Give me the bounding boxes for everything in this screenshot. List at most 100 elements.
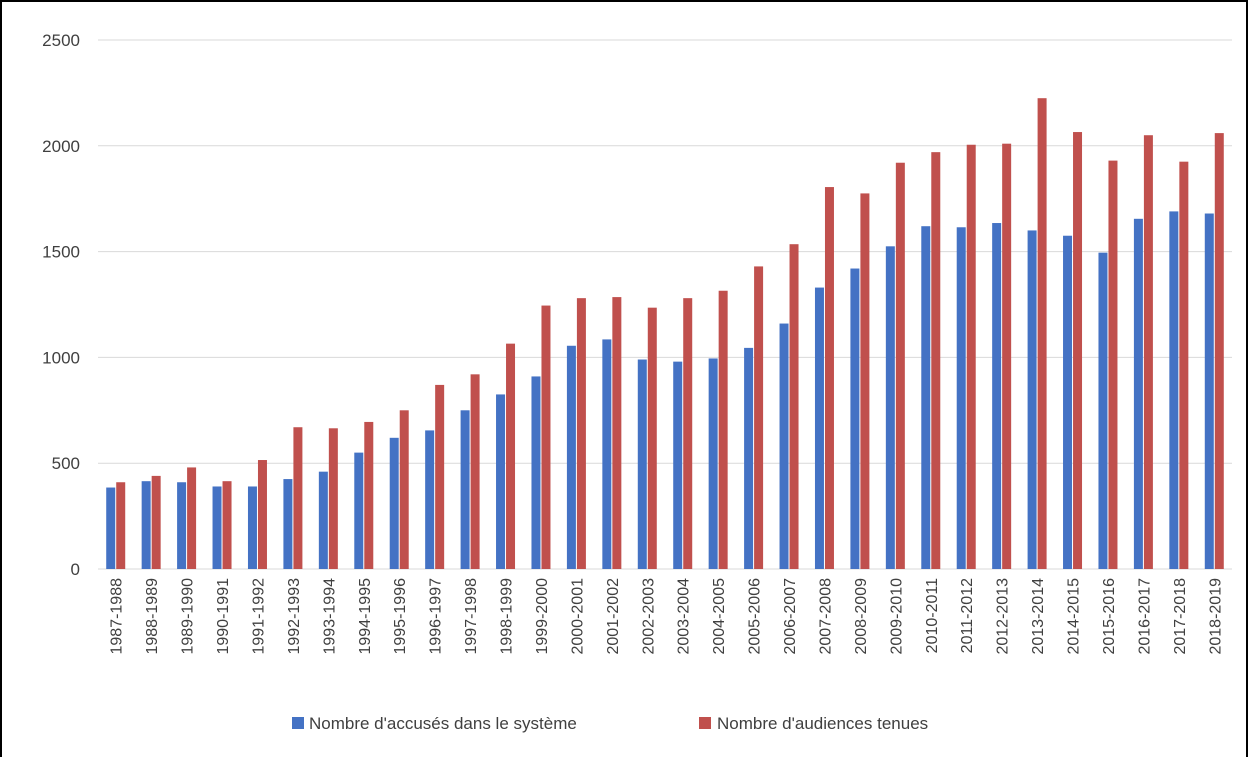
- bar-accuses: [744, 347, 754, 569]
- bar-audiences: [364, 421, 374, 569]
- bar-audiences: [789, 244, 799, 569]
- legend-swatch: [292, 717, 304, 729]
- bar-audiences: [1179, 161, 1189, 570]
- legend-label: Nombre d'audiences tenues: [717, 714, 928, 733]
- bar-audiences: [754, 266, 764, 569]
- bar-audiences: [1073, 132, 1083, 569]
- x-tick-label: 1995-1996: [392, 578, 409, 655]
- bar-accuses: [531, 376, 541, 569]
- bar-audiences: [187, 467, 197, 569]
- x-tick-label: 2006-2007: [782, 578, 799, 655]
- x-tick-label: 1997-1998: [463, 578, 480, 655]
- y-tick-label: 1500: [42, 243, 80, 262]
- bar-audiences: [824, 187, 834, 569]
- bar-accuses: [814, 287, 824, 569]
- x-tick-label: 2008-2009: [853, 578, 870, 655]
- bar-accuses: [247, 486, 257, 569]
- x-tick-label: 1991-1992: [250, 578, 267, 655]
- x-tick-label: 2007-2008: [817, 578, 834, 655]
- y-tick-label: 1000: [42, 348, 80, 367]
- x-tick-label: 2018-2019: [1207, 578, 1224, 655]
- bar-accuses: [1027, 230, 1037, 569]
- bar-accuses: [496, 394, 506, 569]
- bar-audiences: [718, 290, 728, 569]
- bar-audiences: [895, 162, 905, 569]
- bar-audiences: [151, 475, 161, 569]
- x-tick-label: 1994-1995: [357, 578, 374, 655]
- bar-accuses: [885, 246, 895, 569]
- bar-accuses: [992, 223, 1002, 569]
- bar-accuses: [283, 479, 293, 569]
- y-tick-label: 2000: [42, 137, 80, 156]
- x-tick-label: 1993-1994: [321, 578, 338, 655]
- legend-swatch: [699, 717, 711, 729]
- bar-audiences: [1002, 143, 1012, 569]
- x-tick-label: 2004-2005: [711, 578, 728, 655]
- bar-audiences: [1108, 160, 1118, 569]
- bar-accuses: [566, 345, 576, 569]
- bar-audiences: [257, 460, 267, 569]
- x-tick-label: 2012-2013: [995, 578, 1012, 655]
- bar-audiences: [1214, 133, 1224, 569]
- x-tick-label: 1989-1990: [180, 578, 197, 655]
- bar-audiences: [116, 482, 126, 569]
- legend-label: Nombre d'accusés dans le système: [309, 714, 577, 733]
- bar-audiences: [222, 481, 232, 569]
- bar-accuses: [354, 452, 364, 569]
- bar-audiences: [1143, 135, 1153, 569]
- x-tick-label: 2011-2012: [959, 578, 976, 653]
- y-tick-label: 2500: [42, 31, 80, 50]
- bar-accuses: [779, 323, 789, 569]
- bar-accuses: [1133, 218, 1143, 569]
- x-tick-label: 2002-2003: [640, 578, 657, 655]
- bar-audiences: [966, 144, 976, 569]
- bar-accuses: [212, 486, 222, 569]
- bar-accuses: [425, 430, 435, 569]
- bar-accuses: [106, 487, 116, 569]
- bar-accuses: [460, 410, 470, 569]
- x-tick-label: 2000-2001: [569, 578, 586, 655]
- bar-accuses: [1169, 211, 1179, 569]
- bar-audiences: [470, 374, 480, 569]
- x-tick-label: 2013-2014: [1030, 578, 1047, 655]
- bar-accuses: [141, 481, 151, 569]
- x-tick-label: 1999-2000: [534, 578, 551, 655]
- bar-audiences: [293, 427, 303, 569]
- bar-accuses: [318, 471, 328, 569]
- bar-audiences: [328, 428, 338, 569]
- bar-accuses: [1098, 252, 1108, 569]
- bar-audiences: [506, 343, 516, 569]
- bar-accuses: [850, 268, 860, 569]
- bar-accuses: [708, 358, 718, 569]
- bar-accuses: [956, 227, 966, 570]
- y-tick-label: 0: [71, 560, 80, 579]
- bar-accuses: [389, 437, 399, 569]
- x-tick-label: 2009-2010: [888, 578, 905, 655]
- bar-audiences: [1037, 98, 1047, 569]
- bar-accuses: [177, 482, 187, 569]
- bar-audiences: [647, 307, 657, 569]
- x-tick-label: 1988-1989: [144, 578, 161, 655]
- x-tick-label: 1996-1997: [428, 578, 445, 655]
- x-tick-label: 1987-1988: [109, 578, 126, 655]
- bar-accuses: [1063, 235, 1073, 570]
- x-tick-label: 2003-2004: [676, 578, 693, 655]
- x-tick-label: 2015-2016: [1101, 578, 1118, 655]
- bar-audiences: [541, 305, 551, 569]
- bar-audiences: [683, 298, 693, 569]
- x-tick-label: 2017-2018: [1172, 578, 1189, 655]
- x-tick-label: 2001-2002: [605, 578, 622, 655]
- x-tick-label: 2014-2015: [1066, 578, 1083, 655]
- bar-accuses: [673, 361, 683, 569]
- x-tick-label: 1990-1991: [215, 578, 232, 655]
- y-tick-label: 500: [52, 454, 80, 473]
- bar-audiences: [576, 298, 586, 569]
- bar-accuses: [637, 359, 647, 569]
- bar-audiences: [435, 384, 445, 569]
- bar-audiences: [931, 152, 941, 569]
- bar-accuses: [1204, 213, 1214, 569]
- x-tick-label: 2016-2017: [1136, 578, 1153, 655]
- bar-audiences: [399, 410, 409, 569]
